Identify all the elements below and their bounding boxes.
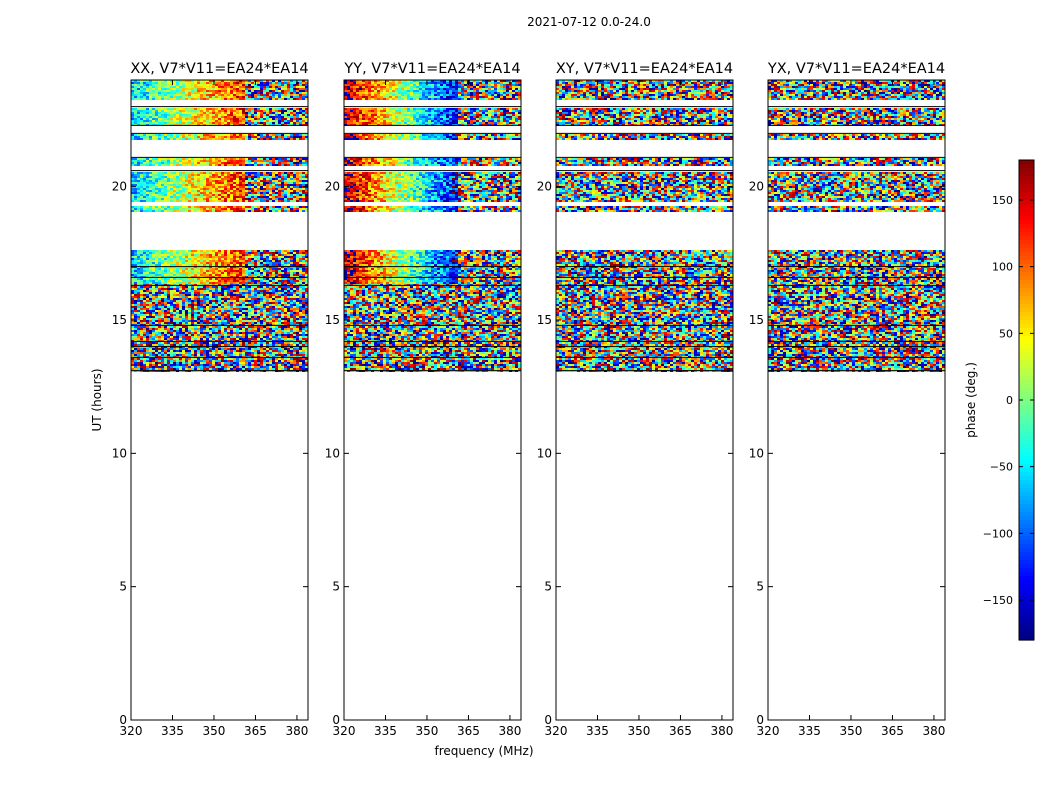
y-tick-label: 10 (749, 446, 764, 460)
phase-heatmap (344, 80, 521, 372)
panel-title: YX, V7*V11=EA24*EA14 (767, 61, 945, 77)
x-tick-label: 350 (416, 724, 439, 738)
y-axis-label: UT (hours) (90, 368, 104, 431)
x-tick-label: 320 (120, 724, 143, 738)
x-tick-label: 365 (881, 724, 904, 738)
y-tick-label: 15 (325, 313, 340, 327)
colorbar: −150 −100 −50 0 50 100 150 phase (deg.) (964, 159, 1035, 641)
x-tick-label: 380 (922, 724, 945, 738)
y-tick-label: 20 (749, 180, 764, 194)
colorbar-label: phase (deg.) (964, 362, 978, 438)
x-tick-label: 320 (545, 724, 568, 738)
y-tick-label: 10 (112, 446, 127, 460)
x-tick-label: 335 (161, 724, 184, 738)
x-axis-label: frequency (MHz) (434, 744, 533, 758)
colorbar-tick-label: 150 (992, 194, 1013, 207)
y-tick-label: 5 (332, 580, 340, 594)
y-tick-label: 15 (112, 313, 127, 327)
y-tick-label: 10 (325, 446, 340, 460)
x-tick-label: 380 (498, 724, 521, 738)
y-tick-label: 15 (537, 313, 552, 327)
x-tick-label: 365 (457, 724, 480, 738)
x-tick-label: 350 (628, 724, 651, 738)
y-tick-label: 20 (537, 180, 552, 194)
x-tick-label: 320 (333, 724, 356, 738)
colorbar-tick-label: −150 (983, 594, 1013, 607)
y-tick-label: 0 (119, 713, 127, 727)
panel-frame (130, 79, 309, 721)
panel-2: YY, V7*V11=EA24*EA14 320 335 350 365 380 0 5 10 1… (325, 61, 522, 738)
panel-title: XY, V7*V11=EA24*EA14 (556, 61, 733, 77)
y-tick-label: 20 (325, 180, 340, 194)
colorbar-tick-label: 50 (999, 327, 1013, 340)
panel-frame (343, 79, 522, 721)
panel-title: XX, V7*V11=EA24*EA14 (130, 61, 308, 77)
y-tick-label: 0 (756, 713, 764, 727)
phase-heatmap (131, 80, 308, 372)
panel-3: XY, V7*V11=EA24*EA14 320 335 350 365 380 0 5 10 1… (537, 61, 734, 738)
x-tick-label: 335 (798, 724, 821, 738)
colorbar-tick-label: 100 (992, 261, 1013, 274)
x-tick-label: 380 (710, 724, 733, 738)
colorbar-gradient (1019, 160, 1034, 641)
x-tick-label: 350 (840, 724, 863, 738)
x-tick-label: 335 (586, 724, 609, 738)
y-tick-label: 5 (544, 580, 552, 594)
panel-1: XX, V7*V11=EA24*EA14 320 335 350 365 380 0 5 10 1… (112, 61, 309, 738)
x-tick-label: 365 (244, 724, 267, 738)
figure-title: 2021-07-12 0.0-24.0 (527, 15, 651, 29)
colorbar-tick-label: 0 (1006, 394, 1013, 407)
y-tick-label: 15 (749, 313, 764, 327)
x-tick-label: 365 (669, 724, 692, 738)
panels-group: XX, V7*V11=EA24*EA14 320 335 350 365 380 0 5 10 1… (112, 61, 946, 738)
x-tick-label: 320 (757, 724, 780, 738)
x-tick-label: 335 (374, 724, 397, 738)
y-tick-label: 0 (544, 713, 552, 727)
phase-heatmap (768, 80, 945, 372)
y-tick-label: 5 (756, 580, 764, 594)
panel-4: YX, V7*V11=EA24*EA14 320 335 350 365 380 0 5 10 1… (749, 61, 946, 738)
x-tick-label: 350 (203, 724, 226, 738)
colorbar-tick-label: −50 (990, 461, 1013, 474)
x-tick-label: 380 (285, 724, 308, 738)
panel-title: YY, V7*V11=EA24*EA14 (343, 61, 520, 77)
phase-heatmap (556, 80, 733, 372)
y-tick-label: 10 (537, 446, 552, 460)
panel-frame (767, 79, 946, 721)
y-tick-label: 5 (119, 580, 127, 594)
y-tick-label: 0 (332, 713, 340, 727)
panel-frame (555, 79, 734, 721)
colorbar-tick-label: −100 (983, 527, 1013, 540)
y-tick-label: 20 (112, 180, 127, 194)
